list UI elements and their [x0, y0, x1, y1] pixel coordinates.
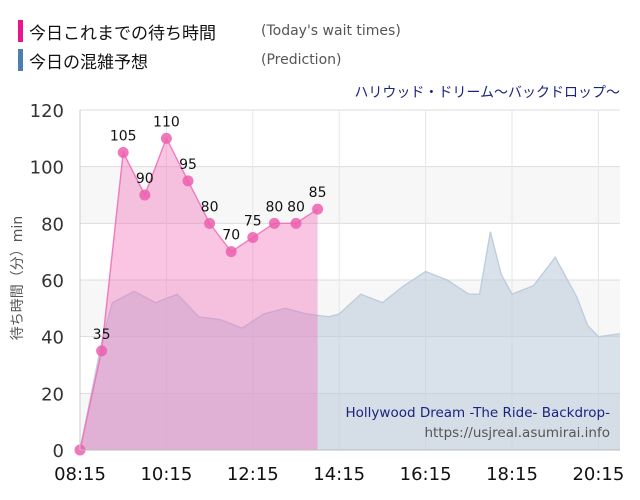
x-tick-label: 18:15: [486, 464, 538, 485]
data-point: [268, 217, 280, 229]
data-label: 35: [93, 327, 111, 343]
x-tick-label: 14:15: [313, 464, 365, 485]
grid-band: [80, 223, 620, 280]
data-point: [290, 217, 302, 229]
data-point: [204, 217, 216, 229]
x-tick-label: 16:15: [400, 464, 452, 485]
data-label: 80: [201, 199, 219, 215]
y-tick-label: 120: [30, 101, 64, 122]
data-point: [96, 345, 108, 357]
data-point: [312, 203, 324, 215]
legend-item-today: 今日これまでの待ち時間 (Today's wait times): [18, 18, 401, 44]
data-label: 90: [136, 171, 154, 187]
legend-item-prediction: 今日の混雑予想 (Prediction): [18, 47, 341, 73]
legend: 今日これまでの待ち時間 (Today's wait times) 今日の混雑予想…: [0, 0, 640, 80]
series-areas: [79, 136, 621, 451]
data-point: [247, 232, 259, 243]
watermark-url: https://usjreal.asumirai.info: [424, 425, 610, 441]
grid-band: [80, 166, 620, 224]
y-tick-label: 0: [53, 441, 64, 462]
data-label: 105: [110, 129, 137, 145]
series-area-0: [80, 231, 620, 450]
data-label: 110: [153, 114, 180, 130]
legend-swatch-today: [18, 20, 23, 42]
x-tick-label: 20:15: [572, 464, 624, 485]
data-label: 80: [287, 199, 305, 215]
series-area-1: [80, 138, 318, 451]
y-tick-label: 100: [30, 158, 64, 179]
data-label: 95: [179, 157, 197, 173]
data-point: [160, 132, 172, 144]
y-tick-label: 20: [41, 384, 64, 405]
y-tick-label: 40: [41, 328, 64, 349]
data-label: 80: [265, 199, 283, 215]
legend-sub-prediction: (Prediction): [261, 52, 342, 68]
data-label: 70: [222, 228, 240, 244]
axes: 0 20 40 60 80 100 120 08:15 10:15 12:15 14:15 16:15…: [30, 101, 625, 485]
chart-title: ハリウッド・ドリーム～バックドロップ～: [354, 85, 620, 101]
legend-sub-today: (Today's wait times): [261, 23, 401, 39]
y-tick-label: 80: [41, 214, 64, 235]
x-tick-label: 08:15: [54, 464, 106, 485]
series-line-0: [79, 231, 621, 451]
y-axis-label: 待ち時間（分）min: [10, 216, 26, 340]
data-label: 75: [244, 214, 262, 230]
x-tick-label: 12:15: [227, 464, 279, 485]
y-tick-label: 60: [41, 271, 64, 292]
x-tick-label: 10:15: [140, 464, 192, 485]
data-point: [225, 246, 237, 258]
data-point: [117, 147, 129, 158]
data-label: 85: [309, 185, 327, 201]
watermark-title: Hollywood Dream -The Ride- Backdrop-: [346, 405, 611, 421]
legend-label-today: 今日これまでの待ち時間: [29, 23, 216, 44]
data-point: [182, 175, 194, 187]
legend-swatch-prediction: [18, 49, 23, 71]
legend-label-prediction: 今日の混雑予想: [29, 52, 148, 73]
data-point: [139, 189, 151, 201]
